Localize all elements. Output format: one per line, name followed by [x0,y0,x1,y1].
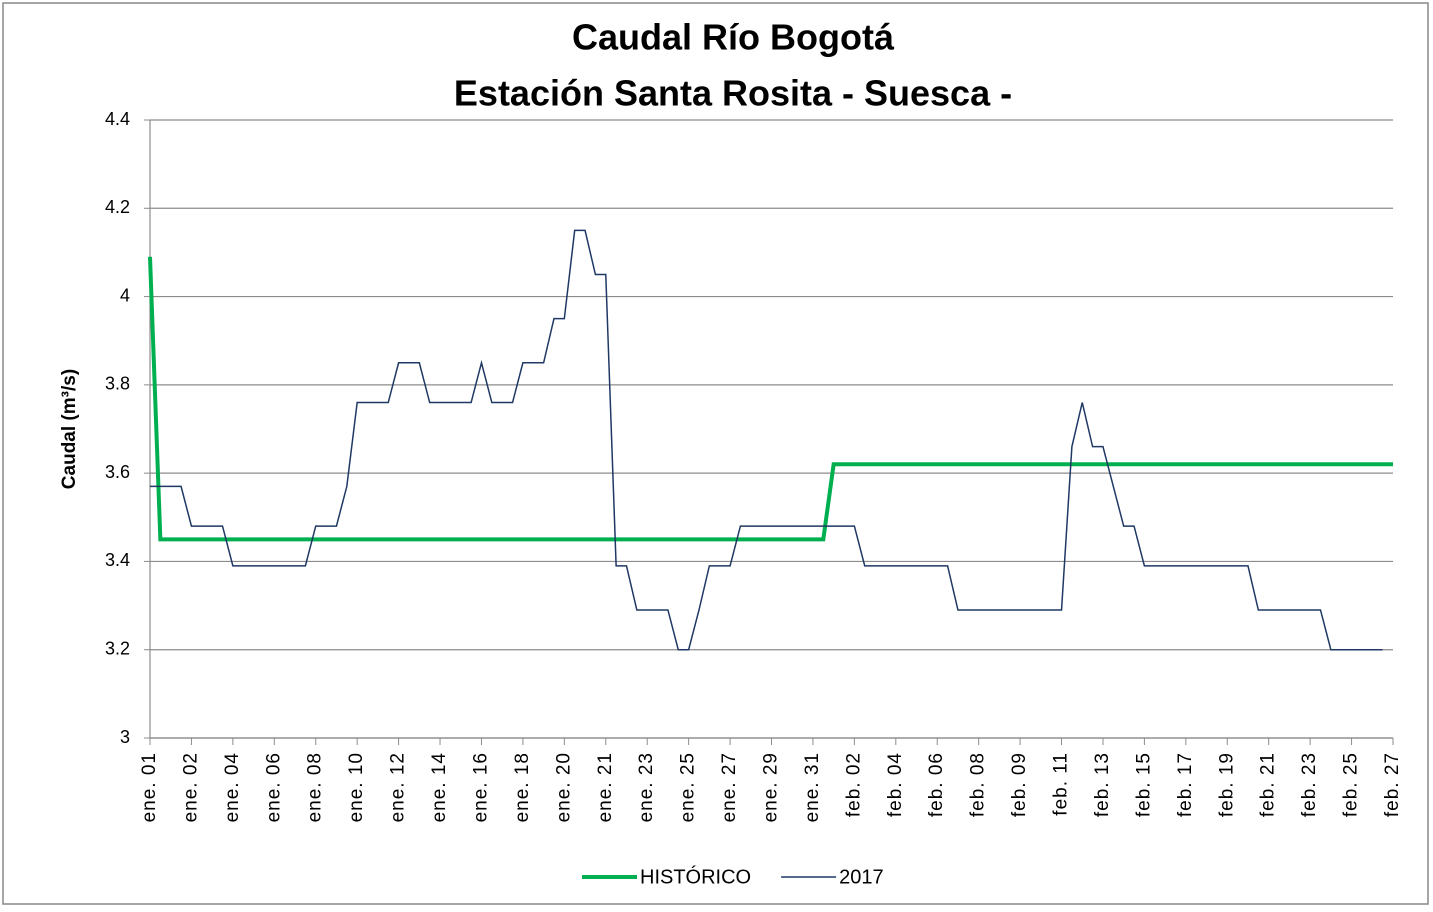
x-tick-label: feb. 06 [926,752,947,817]
x-tick-label: feb. 27 [1382,752,1403,817]
x-tick-label: feb. 11 [1051,752,1072,816]
series-line [148,256,1393,542]
x-tick-label: ene. 20 [553,752,574,822]
x-tick-label: feb. 09 [1009,752,1030,817]
x-tick-label: ene. 10 [346,752,367,822]
chart-subtitle: Estación Santa Rosita - Suesca - [454,73,1012,114]
x-tick-label: ene. 31 [802,752,823,822]
x-tick-label: feb. 23 [1299,752,1320,817]
chart-title: Caudal Río Bogotá [572,17,895,58]
x-tick-label: ene. 06 [263,752,284,822]
x-tick-label: ene. 18 [512,752,533,822]
x-tick-label: feb. 17 [1175,752,1196,817]
y-tick-label: 4.4 [105,109,130,129]
x-tick-label: feb. 02 [843,752,864,817]
x-tick-label: ene. 27 [719,752,740,822]
x-tick-label: ene. 14 [429,752,450,822]
series-line [150,229,1383,651]
x-tick-label: ene. 02 [180,752,201,822]
x-tick-label: ene. 23 [636,752,657,822]
y-tick-label: 4 [120,285,130,305]
x-tick-label: feb. 04 [885,752,906,817]
x-tick-label: feb. 19 [1216,752,1237,817]
y-tick-label: 3.8 [105,374,130,394]
x-tick-label: feb. 25 [1341,752,1362,817]
x-tick-label: ene. 08 [305,752,326,822]
x-tick-label: ene. 25 [678,752,699,822]
x-tick-label: ene. 01 [139,752,160,822]
x-tick-label: feb. 21 [1258,752,1279,817]
x-tick-label: ene. 21 [595,752,616,822]
y-tick-label: 3.6 [105,462,130,482]
legend-label: 2017 [839,866,884,888]
x-tick-label: feb. 15 [1133,752,1154,817]
y-tick-label: 3 [120,727,130,747]
x-tick-label: feb. 08 [968,752,989,817]
y-tick-label: 3.4 [105,550,130,570]
y-tick-label: 4.2 [105,197,130,217]
x-tick-label: ene. 12 [388,752,409,822]
y-tick-label: 3.2 [105,638,130,658]
x-tick-label: feb. 13 [1092,752,1113,817]
x-tick-label: ene. 29 [761,752,782,822]
y-axis-label: Caudal (m³/s) [59,369,80,489]
legend-label: HISTÓRICO [640,865,751,888]
x-tick-label: ene. 04 [222,752,243,822]
x-tick-label: ene. 16 [470,752,491,822]
